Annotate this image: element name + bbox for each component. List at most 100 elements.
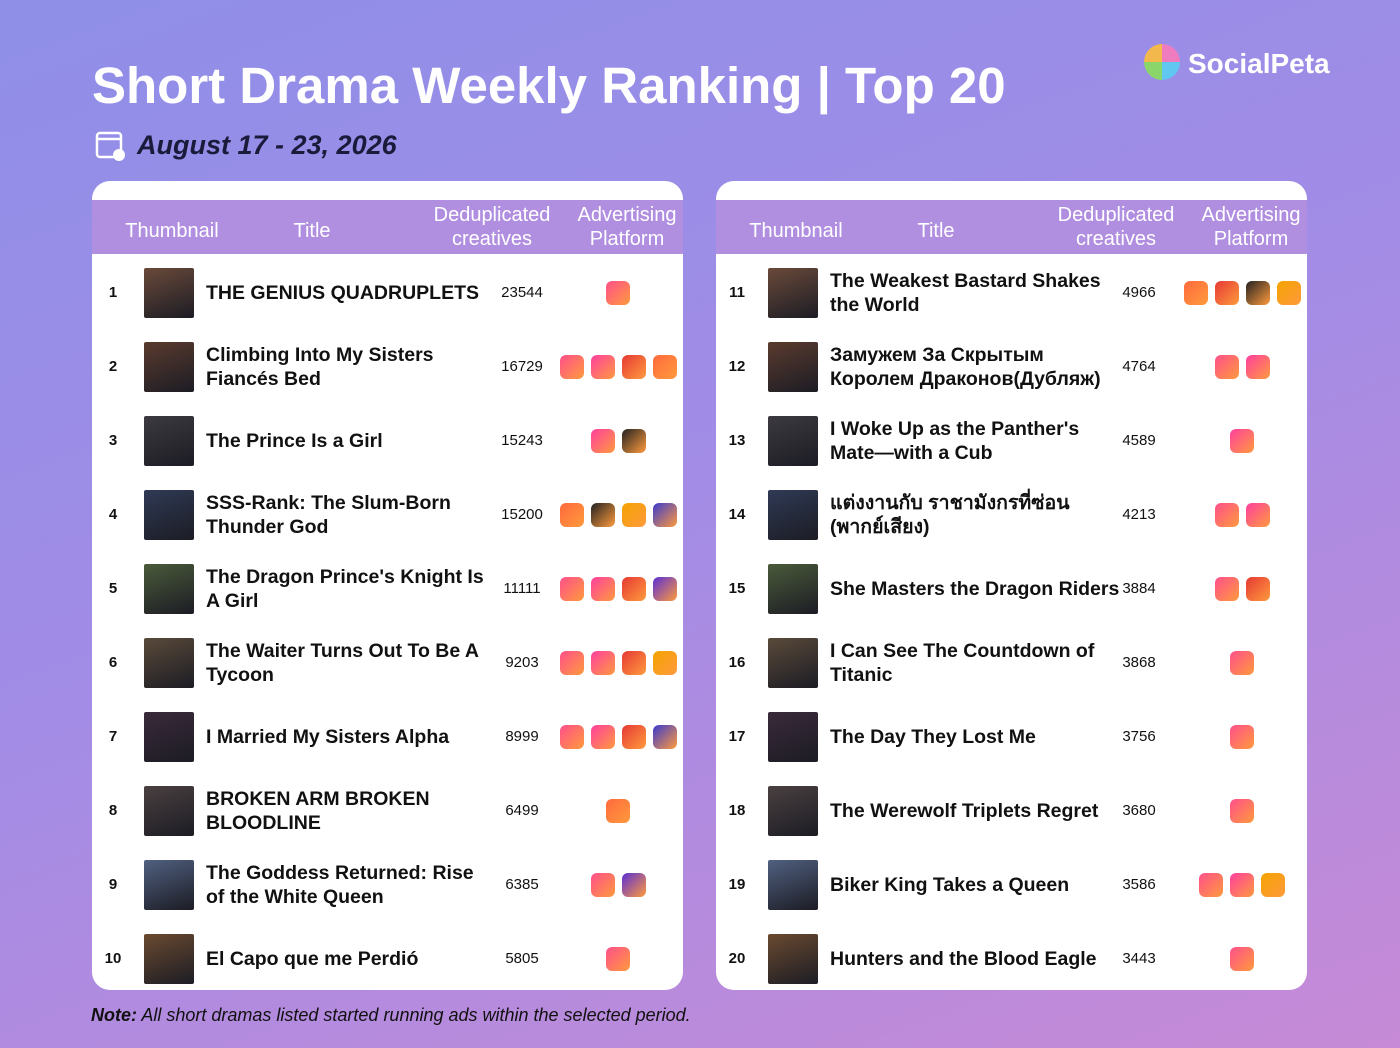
drama-title: The Dragon Prince's Knight Is A Girl xyxy=(206,566,484,612)
thumbnail xyxy=(768,342,818,392)
platform-icon xyxy=(559,577,584,601)
creatives-count: 3884 xyxy=(1122,580,1156,597)
platform-icon xyxy=(1230,725,1254,749)
platform-icon xyxy=(590,725,615,749)
rank: 1 xyxy=(108,284,118,301)
platform-icon xyxy=(1214,503,1239,527)
rank: 2 xyxy=(108,358,118,375)
creatives-count: 9203 xyxy=(505,654,539,671)
thumbnail xyxy=(768,564,818,614)
rank: 4 xyxy=(108,506,118,523)
platform-icon xyxy=(559,651,584,675)
platform-icon xyxy=(1230,651,1254,675)
column-header: Advertising Platform xyxy=(577,204,677,250)
drama-title: The Goddess Returned: Rise of the White … xyxy=(206,862,474,908)
platform-icon xyxy=(1199,873,1223,897)
page-title: Short Drama Weekly Ranking | Top 20 xyxy=(92,57,1006,114)
column-header: Advertising Platform xyxy=(1201,204,1301,250)
note: Note: All short dramas listed started ru… xyxy=(91,1005,691,1026)
rank: 18 xyxy=(728,802,746,819)
platform-icon xyxy=(1230,947,1254,971)
platform-icon xyxy=(559,503,584,527)
rank: 14 xyxy=(728,506,746,523)
note-label: Note: xyxy=(91,1005,137,1025)
platform-icon xyxy=(1183,281,1208,305)
creatives-count: 6385 xyxy=(505,876,539,893)
platform-icon xyxy=(1230,799,1254,823)
column-header: Thumbnail xyxy=(749,220,843,242)
thumbnail xyxy=(144,416,194,466)
drama-title: The Waiter Turns Out To Be A Tycoon xyxy=(206,640,479,686)
drama-title: Замужем За Скрытым Королем Драконов(Дубл… xyxy=(830,344,1101,390)
platform-icon xyxy=(606,799,630,823)
date-range: August 17 - 23, 2026 xyxy=(137,130,397,160)
platform-icon xyxy=(1230,873,1254,897)
platform-icon xyxy=(590,577,615,601)
column-header: Deduplicated creatives xyxy=(1057,204,1175,250)
drama-title: The Prince Is a Girl xyxy=(206,430,383,452)
table-header xyxy=(92,200,683,254)
thumbnail xyxy=(768,786,818,836)
thumbnail xyxy=(144,934,194,984)
creatives-count: 3443 xyxy=(1122,950,1156,967)
rank: 3 xyxy=(108,432,118,449)
creatives-count: 3586 xyxy=(1122,876,1156,893)
rank: 16 xyxy=(728,654,746,671)
platform-icon xyxy=(1214,577,1239,601)
column-header: Deduplicated creatives xyxy=(433,204,551,250)
platform-icon xyxy=(1245,355,1270,379)
creatives-count: 23544 xyxy=(501,284,543,301)
creatives-count: 3680 xyxy=(1122,802,1156,819)
rank: 7 xyxy=(108,728,118,745)
rank: 5 xyxy=(108,580,118,597)
rank: 6 xyxy=(108,654,118,671)
thumbnail xyxy=(144,860,194,910)
thumbnail xyxy=(144,268,194,318)
platform-icon xyxy=(606,947,630,971)
thumbnail xyxy=(768,712,818,762)
platform-icon xyxy=(652,577,677,601)
drama-title: The Weakest Bastard Shakes the World xyxy=(830,270,1101,316)
thumbnail xyxy=(768,860,818,910)
ranking-table: Thumbnail Title Deduplicated creatives Adve… xyxy=(92,181,683,990)
platform-icon xyxy=(590,873,615,897)
platform-icon xyxy=(1230,429,1254,453)
platform-icon xyxy=(652,725,677,749)
platform-icon xyxy=(621,873,646,897)
platform-icon xyxy=(1214,355,1239,379)
thumbnail xyxy=(144,564,194,614)
platform-icon xyxy=(621,651,646,675)
rank: 20 xyxy=(728,950,746,967)
creatives-count: 4213 xyxy=(1122,506,1156,523)
platform-icon xyxy=(652,503,677,527)
thumbnail xyxy=(768,934,818,984)
creatives-count: 5805 xyxy=(505,950,539,967)
thumbnail xyxy=(768,638,818,688)
drama-title: I Married My Sisters Alpha xyxy=(206,726,450,748)
drama-title: I Can See The Countdown of Titanic xyxy=(830,640,1095,686)
platform-icon xyxy=(1245,281,1270,305)
table-header xyxy=(716,200,1307,254)
column-header: Title xyxy=(293,220,331,242)
platform-icon xyxy=(652,355,677,379)
rank: 13 xyxy=(728,432,746,449)
platform-icon xyxy=(1276,281,1301,305)
platform-icon xyxy=(1214,281,1239,305)
rank: 9 xyxy=(108,876,118,893)
platform-icon xyxy=(590,355,615,379)
rank: 10 xyxy=(104,950,122,967)
creatives-count: 16729 xyxy=(501,358,543,375)
calendar-icon xyxy=(95,131,125,161)
creatives-count: 3868 xyxy=(1122,654,1156,671)
thumbnail xyxy=(768,490,818,540)
drama-title: Hunters and the Blood Eagle xyxy=(830,948,1097,970)
note-text: All short dramas listed started running … xyxy=(141,1005,691,1025)
creatives-count: 15200 xyxy=(501,506,543,523)
rank: 17 xyxy=(728,728,746,745)
drama-title: BROKEN ARM BROKEN BLOODLINE xyxy=(206,788,430,834)
rank: 8 xyxy=(108,802,118,819)
creatives-count: 4589 xyxy=(1122,432,1156,449)
creatives-count: 8999 xyxy=(505,728,539,745)
platform-icon xyxy=(590,503,615,527)
rank: 19 xyxy=(728,876,746,893)
